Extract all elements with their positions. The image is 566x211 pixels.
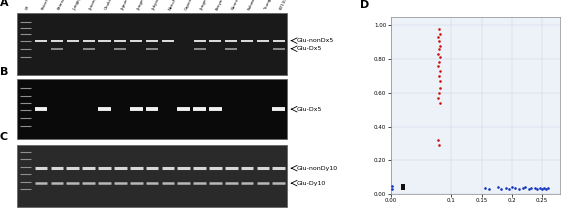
Point <box>434 52 443 56</box>
Point <box>435 56 444 59</box>
Point <box>435 32 444 35</box>
Point <box>435 47 444 51</box>
Point <box>435 143 444 147</box>
Point <box>435 39 444 42</box>
Point <box>435 91 444 95</box>
Text: Jonong: Jonong <box>89 0 98 11</box>
Text: Jokyoung: Jokyoung <box>152 0 164 11</box>
Text: Nonni1: Nonni1 <box>231 0 241 11</box>
Text: Chukoku122: Chukoku122 <box>105 0 119 11</box>
Point <box>434 64 443 68</box>
Point <box>388 184 397 188</box>
Point <box>494 186 503 189</box>
Point <box>501 187 511 190</box>
Text: Jungpye5336: Jungpye5336 <box>73 0 88 11</box>
Bar <box>18 79 287 139</box>
Text: Glu-Dx5: Glu-Dx5 <box>297 107 321 112</box>
Text: Jongmo2008: Jongmo2008 <box>136 0 151 11</box>
Point <box>480 186 489 189</box>
Point <box>514 188 524 191</box>
Point <box>539 186 548 189</box>
Point <box>533 187 542 191</box>
Text: Glu-nonDy10: Glu-nonDy10 <box>297 166 337 171</box>
Point <box>524 188 533 191</box>
Point <box>434 35 443 39</box>
Bar <box>18 145 287 207</box>
Text: Natu-Komogi: Natu-Komogi <box>168 0 183 11</box>
Point <box>398 186 407 190</box>
Point <box>435 61 444 64</box>
Text: Sukwong: Sukwong <box>247 0 259 11</box>
Text: C: C <box>0 133 8 142</box>
Point <box>535 187 544 190</box>
Point <box>435 27 444 30</box>
Point <box>511 186 520 190</box>
Point <box>434 138 443 142</box>
Text: M: M <box>25 6 31 11</box>
Point <box>398 184 407 187</box>
Point <box>504 187 513 191</box>
Point <box>507 185 516 189</box>
Text: Brimstone: Brimstone <box>57 0 70 11</box>
Point <box>521 186 530 189</box>
Text: A: A <box>0 0 8 8</box>
Point <box>544 186 553 190</box>
Text: Jopum: Jopum <box>121 0 130 11</box>
Point <box>541 187 550 190</box>
Text: D: D <box>360 0 369 10</box>
Text: Youngback: Youngback <box>263 0 276 11</box>
Point <box>435 69 444 73</box>
Point <box>484 187 494 190</box>
Point <box>436 79 445 83</box>
Text: Glu-Dy10: Glu-Dy10 <box>297 181 325 186</box>
Point <box>435 86 444 89</box>
Point <box>518 187 528 190</box>
Text: Kenya-5: Kenya-5 <box>216 0 226 11</box>
Point <box>434 96 443 100</box>
Point <box>496 188 505 191</box>
Text: B: B <box>0 67 8 77</box>
Point <box>435 44 444 47</box>
Text: Glu-Dx5: Glu-Dx5 <box>297 46 321 51</box>
Point <box>435 74 444 78</box>
Point <box>538 188 547 191</box>
Point <box>436 101 445 105</box>
Text: Capene: Capene <box>184 0 194 11</box>
Text: BT1102: BT1102 <box>279 0 289 11</box>
Text: Jongmo2012: Jongmo2012 <box>200 0 214 11</box>
Bar <box>18 13 287 75</box>
Point <box>388 187 397 190</box>
Point <box>527 187 536 190</box>
Text: Glu-nonDx5: Glu-nonDx5 <box>297 38 333 43</box>
Point <box>530 186 539 189</box>
Text: Petrel: Petrel <box>41 0 50 11</box>
